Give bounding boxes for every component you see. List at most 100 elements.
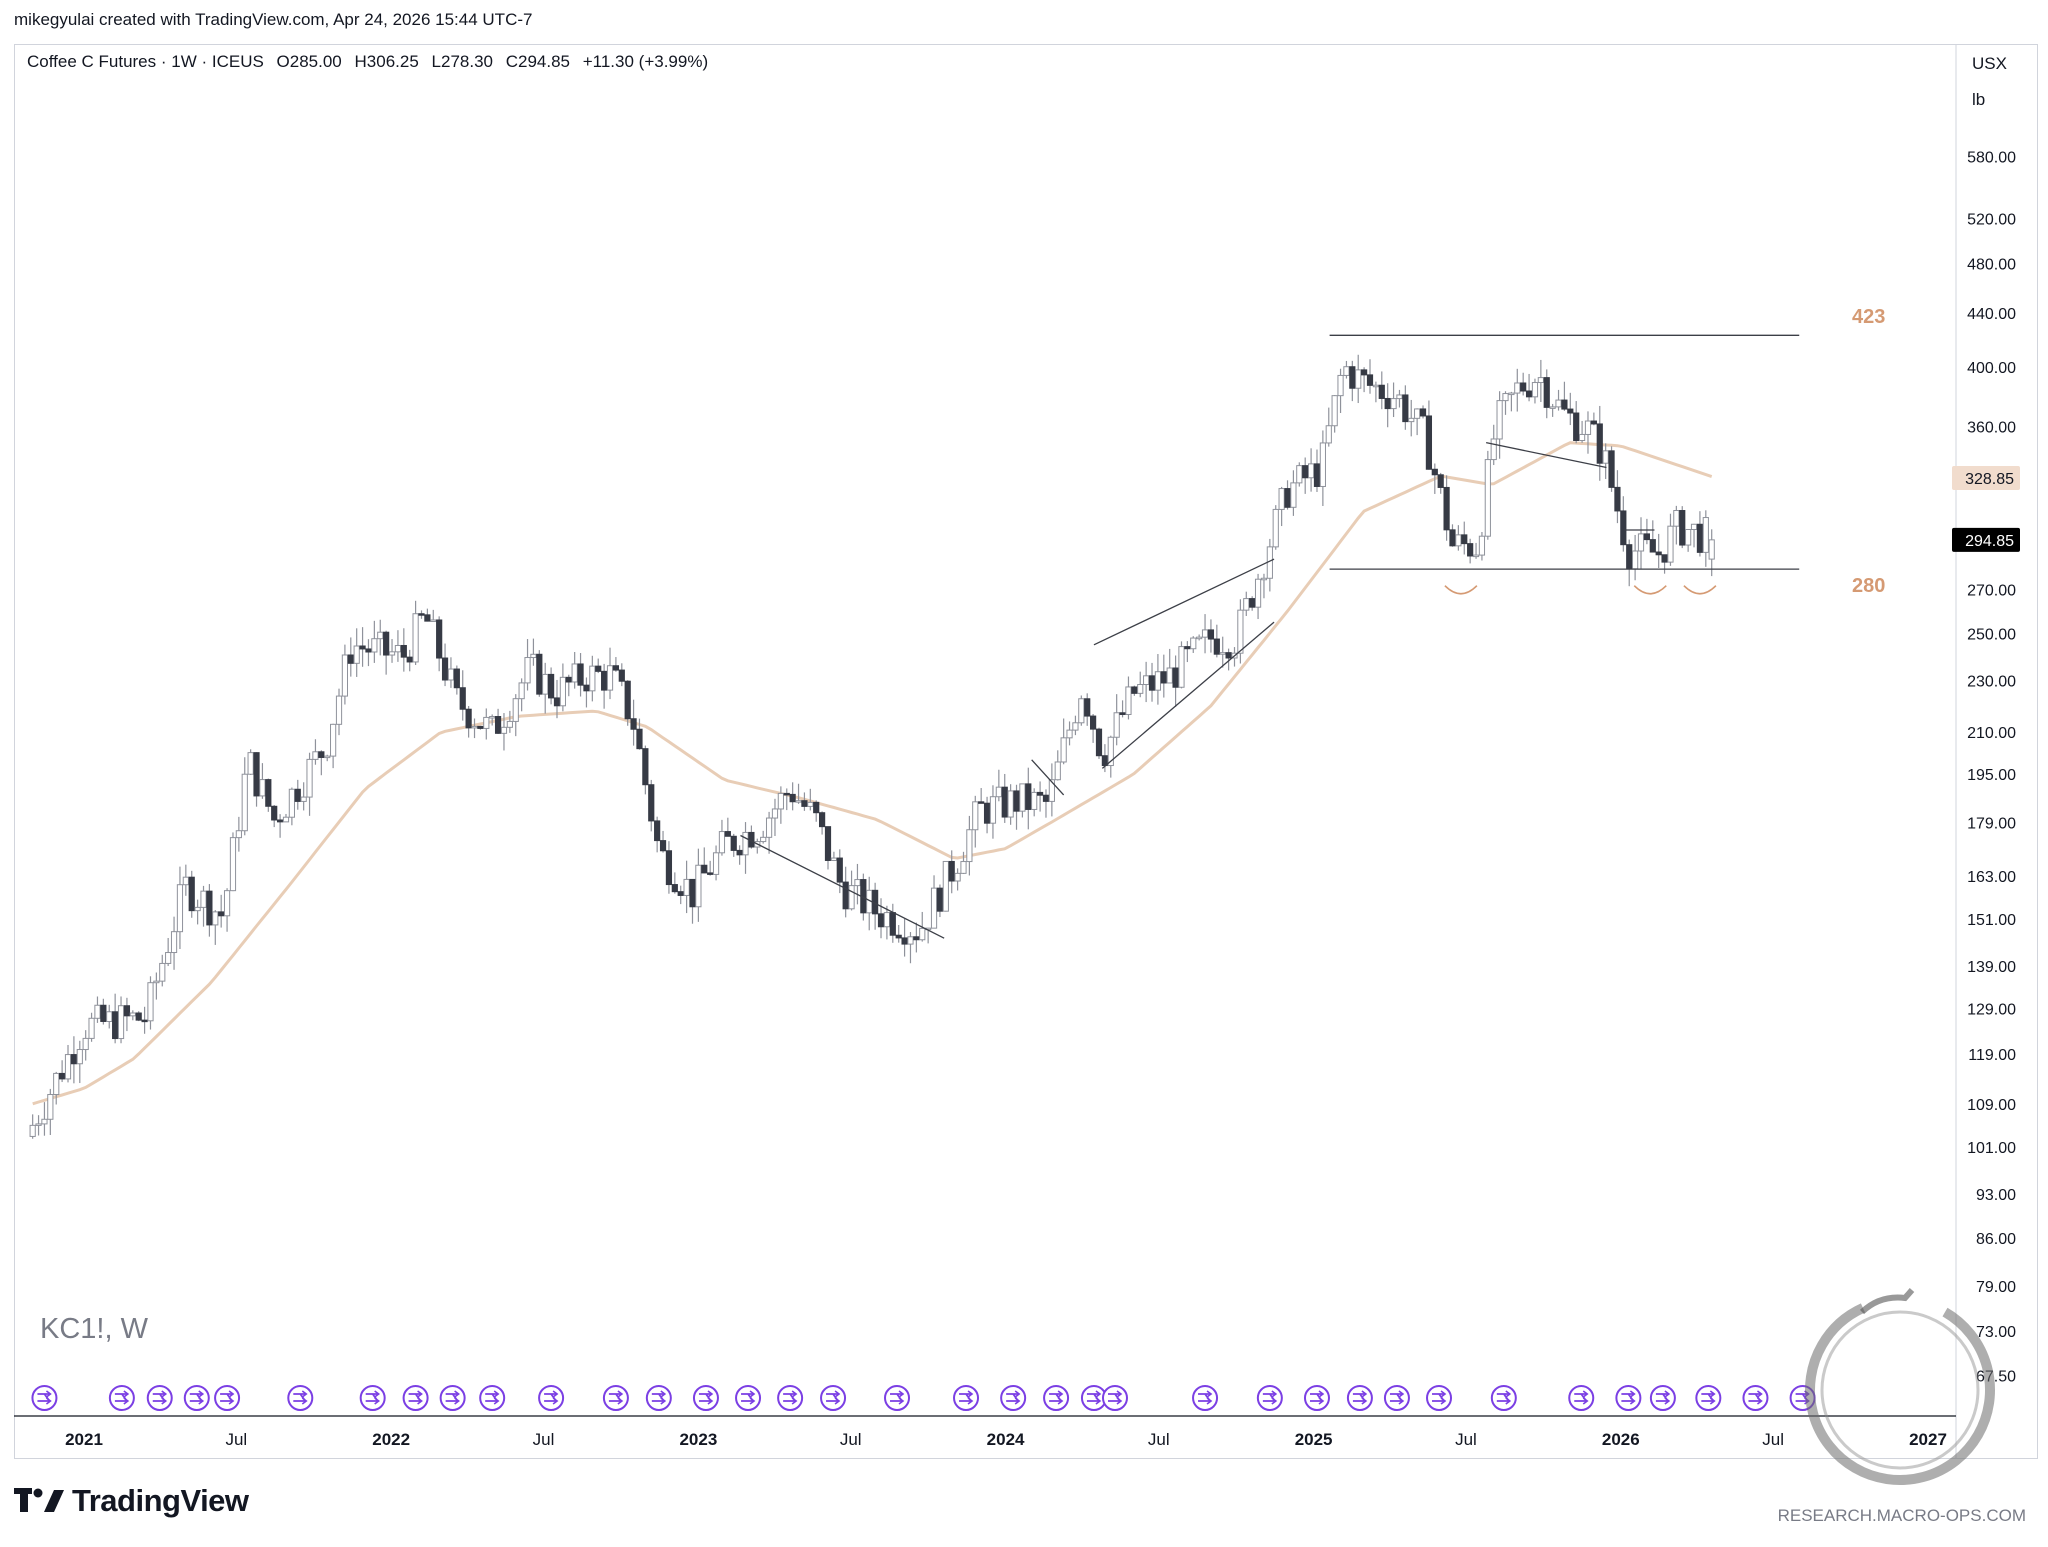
- candle: [500, 713, 508, 751]
- time-tick-label: 2026: [1602, 1430, 1640, 1449]
- split-arrow-icon[interactable]: [1695, 1385, 1722, 1411]
- split-arrow-icon[interactable]: [359, 1385, 386, 1411]
- split-arrow-icon[interactable]: [1426, 1385, 1453, 1411]
- last-price-tag[interactable]: 294.85: [1952, 527, 2020, 552]
- moving-average-price-tag[interactable]: 328.85: [1952, 465, 2020, 490]
- price-tick-label: 520.00: [1967, 211, 2016, 228]
- trendline[interactable]: [1101, 621, 1275, 769]
- candle: [400, 628, 407, 672]
- candle: [53, 1071, 60, 1105]
- candle: [606, 647, 614, 700]
- candle: [430, 609, 437, 622]
- split-arrow-icon[interactable]: [602, 1385, 629, 1411]
- candle: [1626, 539, 1633, 587]
- candle: [1514, 368, 1521, 412]
- trendline[interactable]: [1486, 442, 1607, 469]
- split-arrow-icon[interactable]: [884, 1385, 911, 1411]
- candle: [736, 845, 743, 865]
- split-arrow-icon[interactable]: [1490, 1385, 1517, 1411]
- event-marker-row[interactable]: [31, 1385, 1816, 1411]
- candle: [565, 674, 572, 697]
- split-arrow-icon[interactable]: [1256, 1385, 1283, 1411]
- candle: [889, 903, 896, 943]
- split-arrow-icon[interactable]: [820, 1385, 847, 1411]
- price-axis[interactable]: 580.00 520.00 480.00 440.00 400.00 360.00 328.…: [1952, 149, 2020, 1385]
- candle: [359, 627, 366, 667]
- candle: [1025, 767, 1032, 830]
- split-arrow-icon[interactable]: [1742, 1385, 1769, 1411]
- price-unit-currency[interactable]: USX: [1972, 54, 2007, 73]
- split-arrow-icon[interactable]: [1568, 1385, 1595, 1411]
- bottom-arc: [1683, 585, 1717, 595]
- candle: [1361, 367, 1368, 393]
- split-arrow-icon[interactable]: [1101, 1385, 1128, 1411]
- split-arrow-icon[interactable]: [146, 1385, 173, 1411]
- split-arrow-icon[interactable]: [735, 1385, 762, 1411]
- price-unit-measure[interactable]: lb: [1972, 90, 1986, 109]
- price-tick-label: 67.50: [1976, 1368, 2016, 1385]
- moving-average-line: [32, 441, 1713, 1106]
- split-arrow-icon[interactable]: [1080, 1385, 1107, 1411]
- candle: [371, 620, 378, 663]
- split-arrow-icon[interactable]: [1303, 1385, 1330, 1411]
- candle: [530, 638, 537, 666]
- split-arrow-icon[interactable]: [692, 1385, 719, 1411]
- split-arrow-icon[interactable]: [1000, 1385, 1027, 1411]
- split-arrow-icon[interactable]: [645, 1385, 672, 1411]
- split-arrow-icon[interactable]: [1649, 1385, 1676, 1411]
- price-tick-label: 163.00: [1967, 869, 2016, 886]
- split-arrow-icon[interactable]: [479, 1385, 506, 1411]
- split-arrow-icon[interactable]: [1346, 1385, 1373, 1411]
- svg-text:294.85: 294.85: [1965, 533, 2014, 550]
- split-arrow-icon[interactable]: [31, 1385, 58, 1411]
- candle: [412, 600, 419, 666]
- legend-close: C294.85: [505, 52, 570, 71]
- split-arrow-icon[interactable]: [402, 1385, 429, 1411]
- candle: [754, 838, 761, 854]
- tradingview-logo-icon: [14, 1488, 64, 1512]
- candle: [176, 866, 184, 949]
- candle: [282, 813, 290, 823]
- split-arrow-icon[interactable]: [1192, 1385, 1219, 1411]
- split-arrow-icon[interactable]: [439, 1385, 466, 1411]
- candle: [406, 649, 413, 672]
- price-tick-label: 73.00: [1976, 1324, 2016, 1341]
- candle: [489, 714, 496, 726]
- tradingview-logo[interactable]: TradingView: [14, 1483, 249, 1519]
- candle: [1543, 369, 1550, 419]
- split-arrow-icon[interactable]: [953, 1385, 980, 1411]
- candle: [777, 786, 784, 824]
- split-arrow-icon[interactable]: [1615, 1385, 1642, 1411]
- candle: [1502, 391, 1509, 415]
- trendline[interactable]: [1093, 558, 1275, 646]
- split-arrow-icon[interactable]: [1043, 1385, 1070, 1411]
- candle: [1708, 529, 1715, 577]
- support-level-label: 280: [1852, 575, 1886, 597]
- split-arrow-icon[interactable]: [183, 1385, 210, 1411]
- split-arrow-icon[interactable]: [777, 1385, 804, 1411]
- candle: [112, 993, 119, 1044]
- symbol-legend[interactable]: Coffee C Futures · 1W · ICEUS O285.00 H3…: [27, 52, 716, 72]
- candle: [1461, 521, 1468, 555]
- trendline[interactable]: [740, 834, 945, 939]
- candle: [1520, 372, 1527, 396]
- candle: [1254, 573, 1262, 620]
- candle: [819, 811, 826, 835]
- candle: [1196, 634, 1203, 641]
- candle: [330, 723, 337, 769]
- candle: [583, 677, 590, 708]
- split-arrow-icon[interactable]: [108, 1385, 135, 1411]
- candle: [536, 650, 543, 697]
- time-axis[interactable]: 2021 Jul 2022 Jul 2023 Jul 2024 Jul 2025 Jul 2026 J…: [65, 1430, 1947, 1449]
- split-arrow-icon[interactable]: [287, 1385, 314, 1411]
- candle: [1567, 392, 1574, 426]
- split-arrow-icon[interactable]: [1383, 1385, 1410, 1411]
- candle: [271, 805, 278, 828]
- chart-frame[interactable]: [14, 44, 2038, 1459]
- candle: [294, 779, 301, 810]
- trendline[interactable]: [1031, 759, 1065, 796]
- candle: [942, 860, 949, 912]
- split-arrow-icon[interactable]: [214, 1385, 241, 1411]
- split-arrow-icon[interactable]: [538, 1385, 565, 1411]
